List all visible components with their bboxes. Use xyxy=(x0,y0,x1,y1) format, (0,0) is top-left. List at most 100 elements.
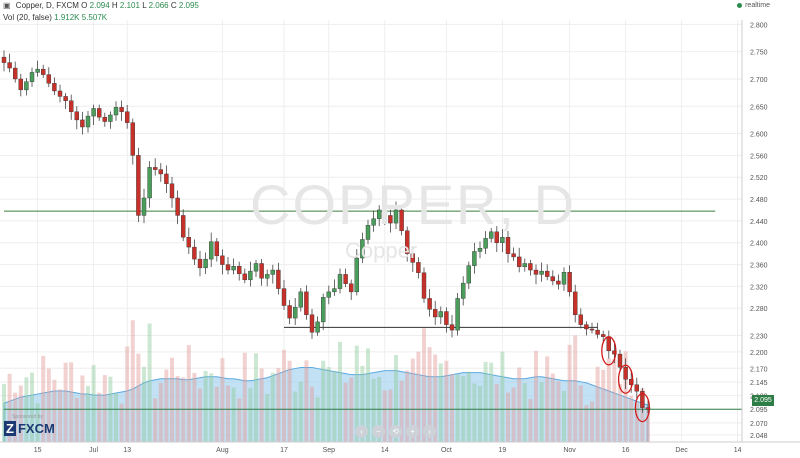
candle-body xyxy=(248,270,253,281)
volume-bar xyxy=(46,368,51,442)
candle-body xyxy=(63,96,68,101)
candle-body xyxy=(124,111,130,123)
volume-bar xyxy=(298,381,303,442)
candle-body xyxy=(259,263,264,279)
candle-body xyxy=(74,111,80,121)
symbol-watermark: COPPER, D xyxy=(250,173,577,236)
candle-body xyxy=(130,122,136,156)
volume-bar xyxy=(332,371,337,442)
candle-body xyxy=(533,269,539,275)
realtime-label: realtime xyxy=(745,2,770,9)
volume-bar xyxy=(91,365,96,442)
candle-body xyxy=(360,239,365,259)
candle-body xyxy=(164,173,169,184)
volume-average-area xyxy=(3,367,649,443)
volume-bar xyxy=(573,335,578,442)
candle-body xyxy=(483,238,488,249)
volume-bar xyxy=(326,367,331,442)
volume-bar xyxy=(270,372,275,442)
volume-bar xyxy=(590,401,594,442)
volume-bar xyxy=(153,398,158,442)
candle-body xyxy=(438,311,443,318)
candle-body xyxy=(287,305,292,319)
volume-bar xyxy=(130,320,135,442)
volume-bar xyxy=(69,362,74,442)
volume-bar xyxy=(142,366,146,442)
volume-bar xyxy=(35,403,40,442)
candle-body xyxy=(192,246,197,260)
candle-body xyxy=(52,83,57,92)
time-tick-label: 16 xyxy=(622,447,630,454)
legend-main[interactable]: ▣ Copper, D, FXCM O 2.094 H 2.101 L 2.06… xyxy=(3,1,199,10)
candle-body xyxy=(321,297,326,323)
volume-bar xyxy=(158,382,163,442)
volume-bar xyxy=(360,365,365,442)
candle-body xyxy=(96,108,102,118)
chart-nav-controls: ‹ − ⟲ + › xyxy=(355,425,436,438)
volume-value-1: 1.912K xyxy=(54,13,80,22)
candle-body xyxy=(113,107,119,116)
volume-bar xyxy=(494,384,499,442)
volume-bar xyxy=(293,391,298,442)
volume-bar xyxy=(550,373,555,442)
ohlc-high-value: 2.101 xyxy=(119,1,140,10)
volume-value-2: 5.507K xyxy=(81,13,108,22)
volume-bar xyxy=(136,353,141,442)
price-tick-label: 2.095 xyxy=(750,407,768,414)
candle-body xyxy=(427,298,432,310)
candle-body xyxy=(477,247,483,252)
candle-body xyxy=(304,291,309,315)
volume-bar xyxy=(186,345,191,442)
volume-bar xyxy=(119,403,124,442)
legend-title: Copper, D, FXCM xyxy=(15,1,79,10)
realtime-indicator: realtime xyxy=(737,2,770,9)
volume-bar xyxy=(416,351,421,442)
candle-body xyxy=(265,274,270,279)
volume-bar xyxy=(254,353,258,442)
volume-bar xyxy=(366,348,370,442)
candle-body xyxy=(416,262,421,273)
collapse-icon[interactable]: ▣ xyxy=(3,1,11,10)
volume-bar xyxy=(354,345,359,442)
candle-body xyxy=(556,280,561,285)
volume-bar xyxy=(623,351,628,442)
price-tick-label: 2.650 xyxy=(750,104,768,111)
volume-bar xyxy=(634,401,639,442)
time-tick-label: Nov xyxy=(563,447,576,454)
scroll-left-button[interactable]: ‹ xyxy=(355,425,368,438)
candle-body xyxy=(472,251,477,266)
zoom-out-button[interactable]: − xyxy=(372,425,385,438)
legend-ohlc: O 2.094 H 2.101 L 2.066 C 2.095 xyxy=(81,1,199,10)
volume-bar xyxy=(517,367,522,442)
candle-body xyxy=(180,215,186,238)
candle-body xyxy=(421,272,427,299)
scroll-right-button[interactable]: › xyxy=(423,425,436,438)
candle-body xyxy=(522,263,527,267)
price-tick-label: 2.520 xyxy=(750,175,768,182)
candle-body xyxy=(293,306,298,319)
fxcm-brand[interactable]: Sponsored by Z FXCM xyxy=(4,414,55,438)
candle-body xyxy=(225,264,231,271)
candle-body xyxy=(158,169,164,175)
price-tick-label: 2.600 xyxy=(750,132,768,139)
volume-bar xyxy=(349,377,354,442)
zoom-in-button[interactable]: + xyxy=(406,425,419,438)
reset-button[interactable]: ⟲ xyxy=(389,425,402,438)
brand-name: FXCM xyxy=(17,421,55,436)
candle-body xyxy=(298,291,303,308)
candle-body xyxy=(466,265,471,284)
price-tick-label: 2.480 xyxy=(750,197,768,204)
candle-body xyxy=(24,81,29,91)
candle-body xyxy=(595,329,600,335)
price-tick-label: 2.170 xyxy=(750,366,768,373)
legend-volume[interactable]: Vol (20, false) 1.912K 5.507K xyxy=(3,13,107,22)
candle-body xyxy=(573,291,578,315)
time-tick-label: Aug xyxy=(216,447,229,454)
volume-bar xyxy=(170,357,174,442)
volume-bar xyxy=(80,375,85,442)
price-tick-label: 2.145 xyxy=(750,380,768,387)
candle-body xyxy=(46,74,51,84)
candle-body xyxy=(500,237,505,243)
